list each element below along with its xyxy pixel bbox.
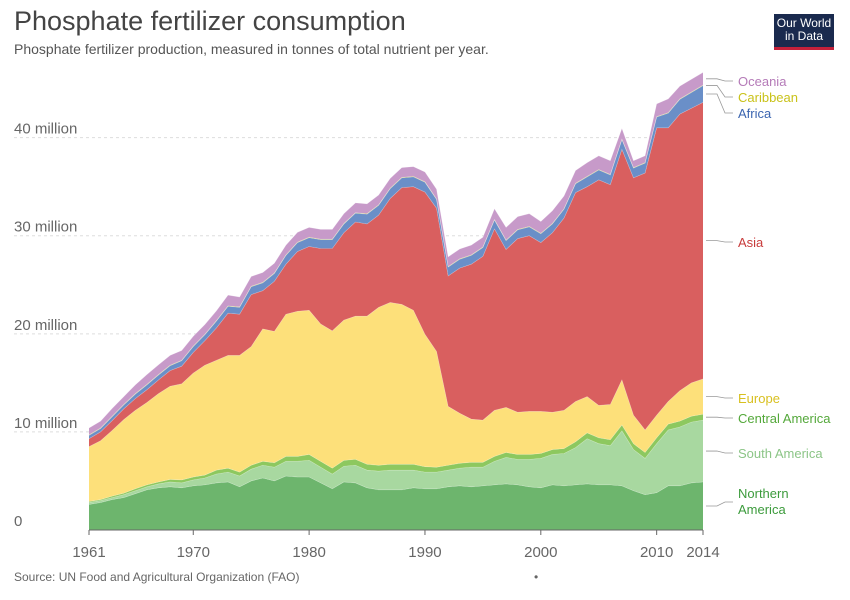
legend-label-central-america[interactable]: Central America — [738, 411, 831, 426]
x-tick-label: 1970 — [177, 544, 210, 561]
x-tick-label: 1961 — [72, 544, 105, 561]
series-edge — [88, 85, 704, 436]
y-tick-label: 30 million — [14, 219, 77, 236]
x-tick-label: 1980 — [292, 544, 325, 561]
owid-logo[interactable]: Our World in Data — [774, 14, 834, 50]
series-edge — [88, 72, 704, 429]
logo-line-1: Our World — [776, 16, 832, 30]
legend-label-caribbean[interactable]: Caribbean — [738, 90, 798, 105]
series-edge — [88, 102, 704, 440]
source-note: Source: UN Food and Agricultural Organiz… — [14, 570, 300, 584]
legend-connector-africa — [706, 93, 733, 114]
area-northern-america[interactable] — [89, 476, 703, 530]
y-tick-label: 10 million — [14, 415, 77, 432]
legend-connector-northern-america — [706, 501, 733, 507]
legend-connector-asia — [706, 240, 733, 243]
area-europe[interactable] — [89, 302, 703, 502]
legend-label-europe[interactable]: Europe — [738, 391, 780, 406]
y-tick-label: 40 million — [14, 121, 77, 138]
legend-label-oceania[interactable]: Oceania — [738, 74, 787, 89]
legend-connector-south-america — [706, 450, 733, 454]
series-edge — [88, 413, 704, 502]
series-edge — [88, 419, 704, 503]
y-tick-label: 20 million — [14, 317, 77, 334]
series-edge — [88, 84, 704, 436]
series-edge — [88, 302, 704, 447]
chart-subtitle: Phosphate fertilizer production, measure… — [14, 41, 489, 57]
logo-line-2: in Data — [784, 29, 824, 43]
legend-connector-caribbean — [706, 85, 733, 98]
area-asia[interactable] — [89, 102, 703, 447]
legend-label-asia[interactable]: Asia — [738, 235, 764, 250]
x-tick-label: 1990 — [408, 544, 441, 561]
series-edge — [88, 475, 704, 505]
area-south-america[interactable] — [89, 420, 703, 505]
legend-connector-oceania — [706, 78, 733, 82]
y-tick-label: 0 — [14, 513, 22, 530]
legend-label-northern-america[interactable]: Northern America — [738, 486, 789, 517]
legend-connector-central-america — [706, 416, 733, 419]
x-tick-label: 2014 — [686, 544, 719, 561]
legend-label-africa[interactable]: Africa — [738, 106, 772, 121]
footer-dot: • — [534, 570, 539, 584]
chart-title: Phosphate fertilizer consumption — [14, 6, 406, 36]
x-tick-label: 2010 — [640, 544, 673, 561]
legend-label-south-america[interactable]: South America — [738, 446, 823, 461]
legend-connector-europe — [706, 396, 733, 399]
x-tick-label: 2000 — [524, 544, 557, 561]
